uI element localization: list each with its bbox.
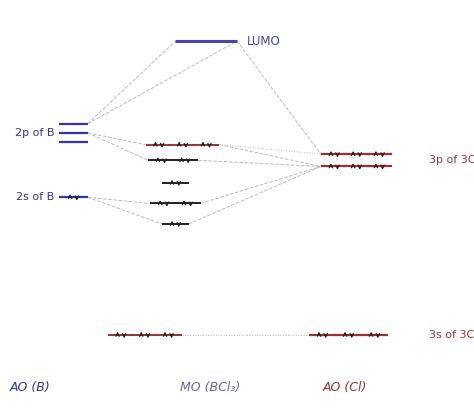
Text: 3s of 3Cl: 3s of 3Cl (429, 330, 474, 340)
Text: AO (B): AO (B) (9, 381, 50, 394)
Text: LUMO: LUMO (246, 35, 280, 48)
Text: 2p of B: 2p of B (15, 128, 55, 138)
Text: AO (Cl): AO (Cl) (322, 381, 367, 394)
Text: 3p of 3Cl: 3p of 3Cl (429, 155, 474, 165)
Text: MO (BCl₃): MO (BCl₃) (180, 381, 240, 394)
Text: 2s of B: 2s of B (16, 192, 55, 202)
